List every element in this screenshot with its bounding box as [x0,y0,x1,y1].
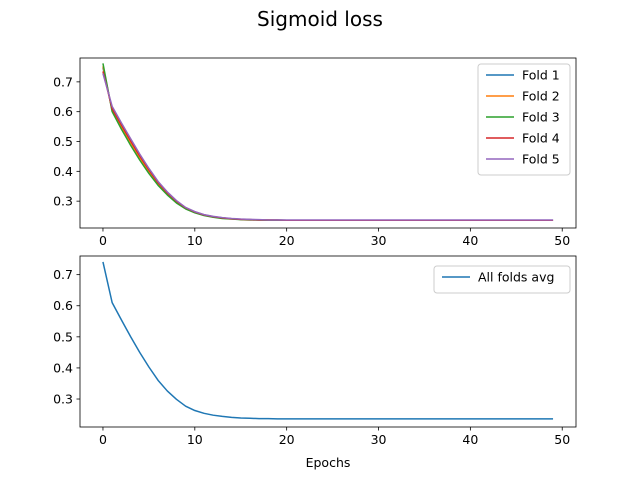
legend-entry-label: Fold 4 [522,131,560,146]
x-tick-label: 10 [187,432,203,447]
axes-frame [79,57,577,229]
x-axis-label: Epochs [306,455,351,470]
legend-entry-label: Fold 2 [522,89,560,104]
legend-entry-label: All folds avg [478,270,554,285]
x-tick-label: 50 [554,233,570,248]
x-tick-label: 40 [462,233,478,248]
y-tick-label: 0.3 [53,194,73,209]
legend-entry-label: Fold 5 [522,152,560,167]
y-tick-label: 0.7 [53,74,73,89]
x-tick-label: 30 [371,432,387,447]
x-tick-label: 0 [99,432,107,447]
legend-box [477,63,571,176]
y-tick-label: 0.6 [53,104,73,119]
legend-entry-label: Fold 1 [522,68,560,83]
y-tick-label: 0.6 [53,298,73,313]
x-tick-label: 50 [554,432,570,447]
y-tick-label: 0.4 [53,360,73,375]
legend: All folds avg [433,265,571,294]
y-tick-label: 0.4 [53,164,73,179]
x-tick-label: 30 [371,233,387,248]
figure-title: Sigmoid loss [257,7,383,31]
y-tick-label: 0.5 [53,329,73,344]
x-tick-label: 0 [99,233,107,248]
series-line-fold-5 [102,73,554,221]
x-tick-label: 20 [279,233,295,248]
y-tick-label: 0.7 [53,267,73,282]
x-tick-label: 10 [187,233,203,248]
legend: Fold 1 Fold 2 Fold 3 Fold 4 Fold 5 [477,63,571,176]
legend-box [433,265,571,294]
series-line-all-folds-avg [102,261,554,420]
x-tick-label: 40 [462,432,478,447]
y-tick-label: 0.3 [53,392,73,407]
y-tick-label: 0.5 [53,134,73,149]
legend-entry-label: Fold 3 [522,110,560,125]
axes-frame [79,255,577,428]
average-loss-subplot: 0 10 20 30 40 50 0.3 0.4 0.5 0.6 0.7 Epochs All fold… [53,255,577,470]
x-tick-label: 20 [279,432,295,447]
